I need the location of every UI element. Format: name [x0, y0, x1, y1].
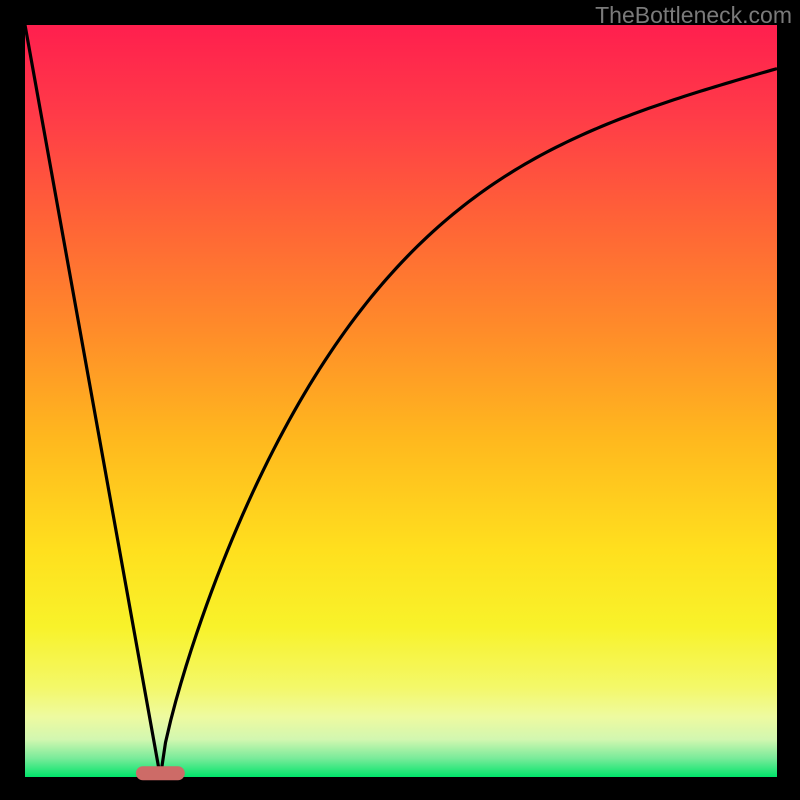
bottleneck-chart [0, 0, 800, 800]
chart-container: TheBottleneck.com [0, 0, 800, 800]
watermark-text: TheBottleneck.com [595, 2, 792, 29]
min-marker [136, 766, 185, 780]
